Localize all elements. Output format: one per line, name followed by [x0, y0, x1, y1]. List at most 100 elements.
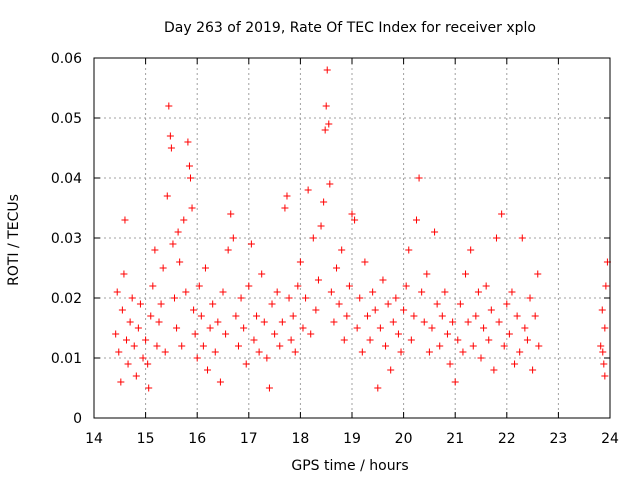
data-point-plus	[325, 120, 333, 128]
data-point-plus	[462, 270, 470, 278]
data-point-plus	[598, 306, 606, 314]
data-point-plus	[281, 204, 289, 212]
y-tick-label: 0.01	[51, 351, 82, 367]
data-point-plus	[184, 138, 192, 146]
data-point-plus	[258, 270, 266, 278]
data-point-plus	[287, 336, 295, 344]
data-point-plus	[314, 276, 322, 284]
data-point-plus	[128, 294, 136, 302]
data-point-plus	[392, 294, 400, 302]
data-point-plus	[191, 330, 199, 338]
data-point-plus	[232, 312, 240, 320]
y-axis-ticks: 0 0.01 0.02 0.03 0.04 0.05 0.06	[51, 51, 610, 427]
data-point-plus	[180, 216, 188, 224]
data-point-plus	[126, 318, 134, 326]
data-point-plus	[480, 324, 488, 332]
data-point-plus	[601, 324, 609, 332]
data-point-plus	[112, 330, 120, 338]
y-tick-label: 0.03	[51, 231, 82, 247]
x-tick-label: 17	[240, 431, 258, 447]
data-point-plus	[285, 294, 293, 302]
data-point-plus	[204, 366, 212, 374]
data-point-plus	[366, 336, 374, 344]
x-tick-label: 23	[549, 431, 567, 447]
data-point-plus	[428, 324, 436, 332]
data-point-plus	[167, 144, 175, 152]
data-point-plus	[397, 348, 405, 356]
data-point-plus	[498, 210, 506, 218]
data-point-plus	[317, 222, 325, 230]
data-point-plus	[276, 342, 284, 350]
data-point-plus	[474, 288, 482, 296]
data-point-plus	[307, 330, 315, 338]
data-point-plus	[211, 348, 219, 356]
data-point-plus	[304, 186, 312, 194]
data-point-plus	[157, 300, 165, 308]
data-point-plus	[500, 342, 508, 350]
data-point-plus	[186, 174, 194, 182]
data-point-plus	[511, 360, 519, 368]
data-point-plus	[431, 228, 439, 236]
data-point-plus	[601, 372, 609, 380]
data-point-plus	[139, 354, 147, 362]
grid-lines	[94, 58, 610, 418]
data-point-plus	[278, 318, 286, 326]
data-point-plus	[374, 384, 382, 392]
data-point-plus	[338, 246, 346, 254]
x-axis-ticks: 14 15 16 17 18 19 20 21 22 23 24	[85, 58, 619, 447]
data-point-plus	[173, 324, 181, 332]
x-tick-label: 15	[137, 431, 155, 447]
data-point-plus	[323, 66, 331, 74]
data-point-plus	[535, 342, 543, 350]
data-point-plus	[224, 246, 232, 254]
data-point-plus	[206, 324, 214, 332]
data-point-plus	[115, 348, 123, 356]
data-point-plus	[415, 174, 423, 182]
data-point-plus	[118, 306, 126, 314]
data-point-plus	[321, 126, 329, 134]
data-point-plus	[176, 258, 184, 266]
data-point-plus	[271, 330, 279, 338]
data-point-plus	[214, 318, 222, 326]
data-point-plus	[529, 366, 537, 374]
data-point-plus	[312, 306, 320, 314]
data-point-plus	[485, 336, 493, 344]
data-point-plus	[456, 300, 464, 308]
data-point-plus	[229, 234, 237, 242]
x-tick-label: 19	[343, 431, 361, 447]
data-point-plus	[356, 294, 364, 302]
data-point-plus	[161, 348, 169, 356]
data-point-plus	[174, 228, 182, 236]
data-point-plus	[467, 246, 475, 254]
data-point-plus	[145, 384, 153, 392]
data-point-plus	[418, 288, 426, 296]
data-point-plus	[199, 342, 207, 350]
data-point-plus	[602, 282, 610, 290]
data-point-plus	[343, 312, 351, 320]
data-point-plus	[490, 366, 498, 374]
data-point-plus	[121, 216, 129, 224]
data-point-plus	[250, 336, 258, 344]
y-tick-label: 0.06	[51, 51, 82, 67]
x-tick-label: 14	[85, 431, 103, 447]
data-point-plus	[237, 294, 245, 302]
data-point-plus	[330, 318, 338, 326]
data-point-plus	[327, 288, 335, 296]
data-point-plus	[260, 318, 268, 326]
data-point-plus	[302, 294, 310, 302]
data-point-plus	[513, 312, 521, 320]
data-point-plus	[521, 324, 529, 332]
data-point-plus	[425, 348, 433, 356]
data-point-plus	[482, 282, 490, 290]
data-point-plus	[351, 216, 359, 224]
data-point-plus	[170, 294, 178, 302]
data-point-plus	[178, 342, 186, 350]
data-point-plus	[193, 354, 201, 362]
data-point-plus	[268, 300, 276, 308]
data-point-plus	[438, 312, 446, 320]
x-tick-label: 24	[601, 431, 619, 447]
data-point-plus	[353, 324, 361, 332]
data-point-plus	[296, 258, 304, 266]
data-point-plus	[363, 312, 371, 320]
data-point-plus	[503, 300, 511, 308]
